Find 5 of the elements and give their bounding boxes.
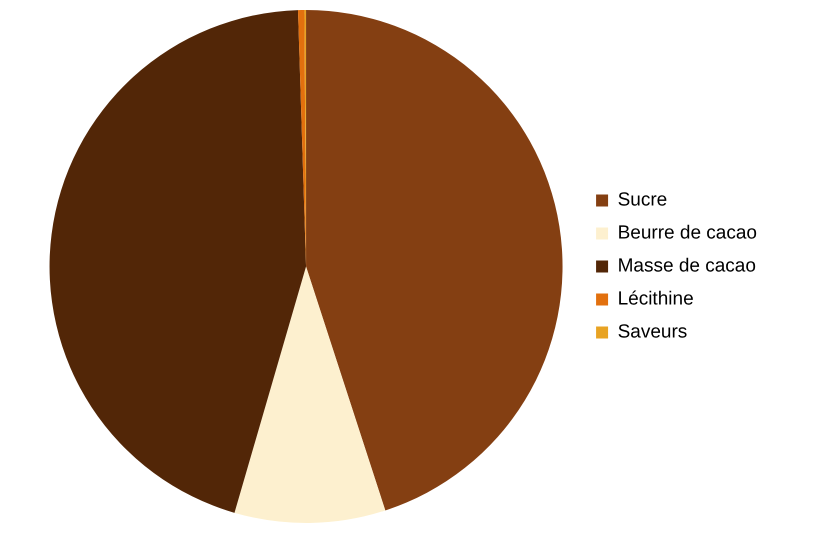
legend-label: Beurre de cacao bbox=[618, 222, 757, 244]
legend-label: Masse de cacao bbox=[618, 256, 756, 277]
legend-label: Lécithine bbox=[618, 288, 694, 310]
legend-label: Sucre bbox=[618, 190, 668, 211]
legend-label: Saveurs bbox=[618, 322, 688, 343]
